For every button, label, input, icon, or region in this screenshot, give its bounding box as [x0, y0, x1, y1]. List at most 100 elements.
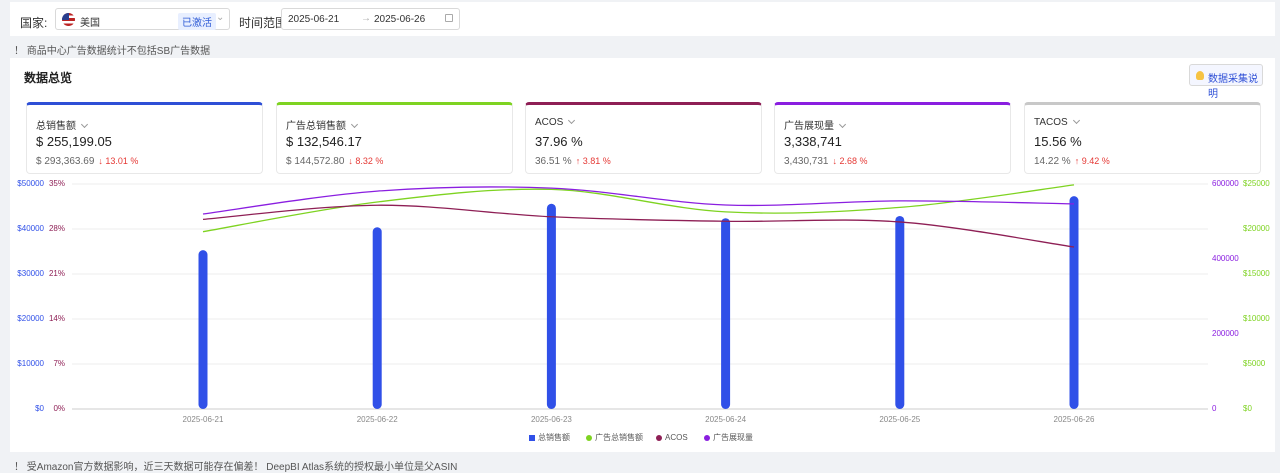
- y-tick-label: $0: [35, 404, 44, 413]
- kpi-change: ↑ 3.81 %: [576, 156, 611, 166]
- line: [202, 184, 1075, 233]
- kpi-change-value: 9.42 %: [1081, 156, 1110, 166]
- date-range[interactable]: 2025-06-21 → 2025-06-26: [281, 8, 460, 30]
- y-tick-label: $20000: [1243, 224, 1270, 233]
- change-arrow: ↓: [832, 156, 840, 166]
- x-tick-label: 2025-06-21: [183, 415, 224, 424]
- y-tick-label: 14%: [49, 314, 65, 323]
- y-tick-label: $0: [1243, 404, 1252, 413]
- kpi-change: ↓ 13.01 %: [98, 156, 138, 166]
- bar: [895, 215, 905, 409]
- kpi-value: 37.96 %: [535, 134, 583, 149]
- range-arrow: →: [361, 13, 371, 24]
- help-button[interactable]: 数据采集说明: [1189, 64, 1263, 100]
- y-tick-label: $5000: [1243, 359, 1266, 368]
- country: 美国: [80, 18, 100, 29]
- x-tick-label: 2025-06-25: [879, 415, 920, 424]
- y-tick-label: $40000: [17, 224, 44, 233]
- x-tick-label: 2025-06-23: [531, 415, 572, 424]
- change-arrow: ↓: [348, 156, 356, 166]
- kpi-previous-value: 36.51 %: [535, 156, 572, 167]
- kpi-value: 3,338,741: [784, 134, 842, 149]
- y-tick-label: $10000: [1243, 314, 1270, 323]
- kpi-change-value: 3.81 %: [582, 156, 611, 166]
- bar: [198, 250, 208, 409]
- kpi-card: 广告总销售额 $ 132,546.17 $ 144,572.80 ↓ 8.32 %: [276, 102, 513, 174]
- y-tick-label: $10000: [17, 359, 44, 368]
- kpi-name: 广告展现量: [784, 117, 845, 132]
- kpi-previous: $ 293,363.69 ↓ 13.01 %: [36, 156, 138, 167]
- legend-marker: [529, 435, 535, 441]
- kpi-name: ACOS: [535, 117, 574, 128]
- kpi-value: $ 132,546.17: [286, 134, 362, 149]
- bar: [1069, 196, 1079, 409]
- filter-bar: 国家: 美国 已激活 ⌄ 时间范围: 2025-06-21 → 2025-06-…: [10, 2, 1275, 36]
- y-tick-label: 200000: [1212, 329, 1239, 338]
- kpi-previous-value: 3,430,731: [784, 156, 829, 167]
- footer-note: ！ 受Amazon官方数据影响，近三天数据可能存在偏差！ DeepBI Atla…: [14, 462, 458, 473]
- y-tick-label: $15000: [1243, 269, 1270, 278]
- kpi-change: ↓ 2.68 %: [833, 156, 868, 166]
- x-tick-label: 2025-06-22: [357, 415, 398, 424]
- legend-label: 总销售额: [538, 432, 570, 442]
- y-tick-label: $20000: [17, 314, 44, 323]
- kpi-previous: $ 144,572.80 ↓ 8.32 %: [286, 156, 383, 167]
- y-tick-label: 28%: [49, 224, 65, 233]
- kpi-change-value: 2.68 %: [839, 156, 868, 166]
- chart: $0$10000$20000$30000$40000$500000%7%14%2…: [17, 179, 1270, 442]
- legend-marker: [704, 435, 710, 441]
- legend-label: 广告总销售额: [595, 432, 643, 442]
- kpi-card: 广告展现量 3,338,741 3,430,731 ↓ 2.68 %: [774, 102, 1011, 174]
- y-tick-label: 600000: [1212, 179, 1239, 188]
- kpi-previous: 3,430,731 ↓ 2.68 %: [784, 156, 868, 167]
- kpi-change: ↑ 9.42 %: [1075, 156, 1110, 166]
- x-tick-label: 2025-06-26: [1054, 415, 1095, 424]
- y-tick-label: $25000: [1243, 179, 1270, 188]
- country-label: 国家:: [20, 16, 48, 30]
- bar: [372, 227, 382, 409]
- kpi-name: 总销售额: [36, 117, 87, 132]
- kpi-card: 总销售额 $ 255,199.05 $ 293,363.69 ↓ 13.01 %: [26, 102, 263, 174]
- kpi-previous-value: 14.22 %: [1034, 156, 1071, 167]
- kpi-previous: 36.51 % ↑ 3.81 %: [535, 156, 611, 167]
- y-tick-label: 7%: [53, 359, 65, 368]
- overview-title: 数据总览: [24, 71, 73, 85]
- kpi-name: 广告总销售额: [286, 117, 357, 132]
- kpi-card: ACOS 37.96 % 36.51 % ↑ 3.81 %: [525, 102, 762, 174]
- country-select[interactable]: 美国 已激活 ⌄: [55, 8, 230, 30]
- kpi-value: $ 255,199.05: [36, 134, 112, 149]
- kpi-change-value: 8.32 %: [355, 156, 384, 166]
- end-date: 2025-06-26: [374, 14, 426, 25]
- legend-marker: [656, 435, 662, 441]
- bar: [721, 218, 731, 409]
- flag-icon: [62, 13, 75, 26]
- y-tick-label: 400000: [1212, 254, 1239, 263]
- y-tick-label: 21%: [49, 269, 65, 278]
- start-date: 2025-06-21: [288, 14, 340, 25]
- kpi-previous-value: $ 293,363.69: [36, 156, 95, 167]
- x-tick-label: 2025-06-24: [705, 415, 746, 424]
- kpi-card: TACOS 15.56 % 14.22 % ↑ 9.42 %: [1024, 102, 1261, 174]
- bar: [546, 203, 556, 409]
- dropdown-arrow: ⌄: [216, 12, 225, 23]
- change-arrow: ↓: [98, 156, 106, 166]
- y-tick-label: 0%: [53, 404, 65, 413]
- country-badge: 已激活: [178, 13, 216, 30]
- y-tick-label: 35%: [49, 179, 65, 188]
- y-tick-label: $30000: [17, 269, 44, 278]
- legend-marker: [586, 435, 592, 441]
- range-label: 时间范围:: [239, 16, 291, 30]
- change-arrow: ↑: [575, 156, 583, 166]
- legend-label: ACOS: [665, 433, 688, 442]
- kpi-value: 15.56 %: [1034, 134, 1082, 149]
- kpi-name: TACOS: [1034, 117, 1079, 128]
- calendar-icon: [445, 14, 453, 22]
- y-tick-label: 0: [1212, 404, 1217, 413]
- line: [202, 186, 1075, 215]
- kpi-previous-value: $ 144,572.80: [286, 156, 345, 167]
- kpi-change-value: 13.01 %: [105, 156, 139, 166]
- y-tick-label: $50000: [17, 179, 44, 188]
- kpi-previous: 14.22 % ↑ 9.42 %: [1034, 156, 1110, 167]
- overview-card: 数据总览 数据采集说明 总销售额 $ 255,199.05 $ 293,363.69…: [10, 58, 1275, 452]
